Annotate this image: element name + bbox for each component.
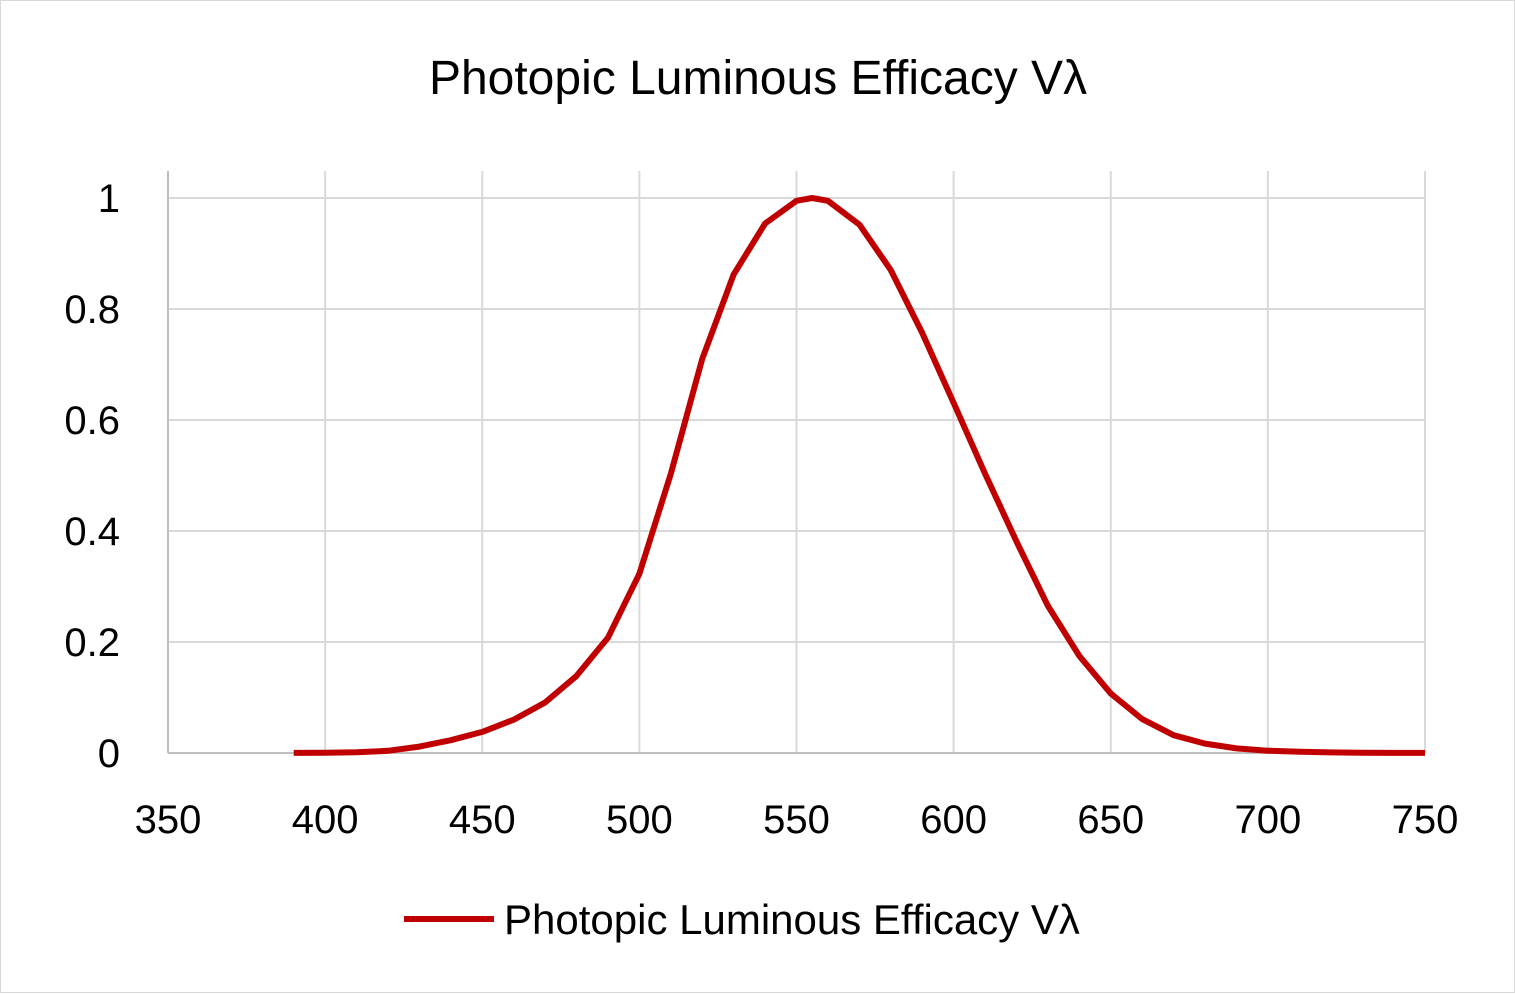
- tick-labels: 350 400 450 500 550 600 650 700 750 0 0.2 0.4 0.6 0.8…: [64, 177, 1458, 842]
- series-line: [293, 195, 1425, 756]
- x-tick-label: 700: [1235, 798, 1302, 842]
- y-tick-label: 0.8: [64, 288, 120, 332]
- y-tick-label: 0.6: [64, 399, 120, 443]
- chart-title: Photopic Luminous Efficacy Vλ: [429, 52, 1087, 105]
- x-tick-label: 750: [1392, 798, 1459, 842]
- x-tick-label: 650: [1077, 798, 1144, 842]
- y-tick-label: 1: [98, 177, 120, 221]
- series-layer: [293, 195, 1425, 756]
- x-tick-label: 350: [135, 798, 202, 842]
- x-tick-label: 400: [292, 798, 359, 842]
- y-tick-label: 0: [98, 732, 120, 776]
- x-tick-label: 600: [920, 798, 987, 842]
- legend: Photopic Luminous Efficacy Vλ: [404, 896, 1080, 943]
- x-tick-label: 450: [449, 798, 516, 842]
- grid-layer: [168, 171, 1426, 753]
- y-tick-label: 0.4: [64, 510, 120, 554]
- x-tick-label: 550: [763, 798, 830, 842]
- y-tick-label: 0.2: [64, 621, 120, 665]
- x-tick-label: 500: [606, 798, 673, 842]
- legend-label: Photopic Luminous Efficacy Vλ: [504, 896, 1080, 943]
